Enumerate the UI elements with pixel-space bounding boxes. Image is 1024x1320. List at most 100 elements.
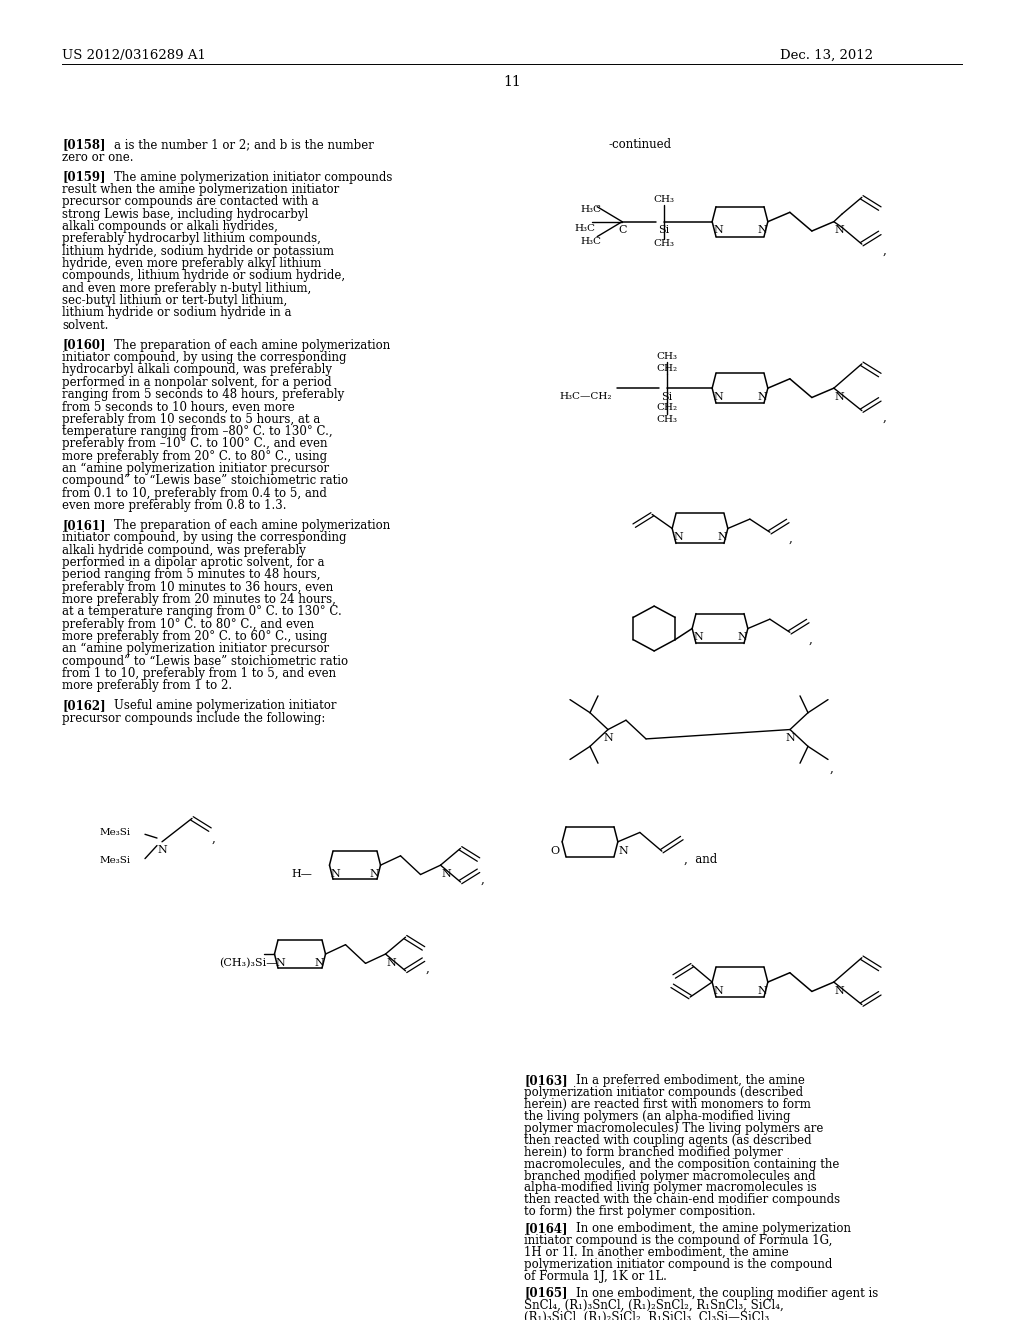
Text: performed in a dipolar aprotic solvent, for a: performed in a dipolar aprotic solvent, … — [62, 556, 325, 569]
Text: more preferably from 20° C. to 60° C., using: more preferably from 20° C. to 60° C., u… — [62, 630, 328, 643]
Text: more preferably from 20 minutes to 24 hours,: more preferably from 20 minutes to 24 ho… — [62, 593, 336, 606]
Text: N: N — [713, 392, 723, 401]
Text: N: N — [618, 846, 629, 855]
Text: an “amine polymerization initiator precursor: an “amine polymerization initiator precu… — [62, 643, 329, 655]
Text: N: N — [717, 532, 727, 543]
Text: alkali compounds or alkali hydrides,: alkali compounds or alkali hydrides, — [62, 220, 278, 234]
Text: from 5 seconds to 10 hours, even more: from 5 seconds to 10 hours, even more — [62, 400, 295, 413]
Text: branched modified polymer macromolecules and: branched modified polymer macromolecules… — [524, 1170, 816, 1183]
Text: sec-butyl lithium or tert-butyl lithium,: sec-butyl lithium or tert-butyl lithium, — [62, 294, 288, 308]
Text: In one embodiment, the amine polymerization: In one embodiment, the amine polymerizat… — [575, 1222, 851, 1236]
Text: then reacted with coupling agents (as described: then reacted with coupling agents (as de… — [524, 1134, 812, 1147]
Text: macromolecules, and the composition containing the: macromolecules, and the composition cont… — [524, 1158, 840, 1171]
Text: alkali hydride compound, was preferably: alkali hydride compound, was preferably — [62, 544, 306, 557]
Text: -continued: -continued — [608, 139, 672, 152]
Text: Si: Si — [662, 392, 673, 401]
Text: temperature ranging from –80° C. to 130° C.,: temperature ranging from –80° C. to 130°… — [62, 425, 333, 438]
Text: N: N — [157, 845, 167, 854]
Text: ,: , — [830, 762, 834, 775]
Text: ,: , — [788, 532, 793, 545]
Text: H₃C: H₃C — [581, 236, 601, 246]
Text: then reacted with the chain-end modifier compounds: then reacted with the chain-end modifier… — [524, 1193, 840, 1206]
Text: alpha-modified living polymer macromolecules is: alpha-modified living polymer macromolec… — [524, 1181, 817, 1195]
Text: initiator compound, by using the corresponding: initiator compound, by using the corresp… — [62, 531, 346, 544]
Text: N: N — [331, 869, 340, 879]
Text: N: N — [713, 226, 723, 235]
Text: strong Lewis base, including hydrocarbyl: strong Lewis base, including hydrocarbyl — [62, 207, 308, 220]
Text: ,  and: , and — [684, 853, 717, 866]
Text: even more preferably from 0.8 to 1.3.: even more preferably from 0.8 to 1.3. — [62, 499, 287, 512]
Text: N: N — [757, 226, 767, 235]
Text: C: C — [617, 226, 627, 235]
Text: H₃C—CH₂: H₃C—CH₂ — [560, 392, 612, 401]
Text: polymer macromolecules) The living polymers are: polymer macromolecules) The living polym… — [524, 1122, 823, 1135]
Text: N: N — [713, 986, 723, 995]
Text: compound” to “Lewis base” stoichiometric ratio: compound” to “Lewis base” stoichiometric… — [62, 474, 348, 487]
Text: N: N — [314, 958, 325, 968]
Text: preferably from –10° C. to 100° C., and even: preferably from –10° C. to 100° C., and … — [62, 437, 328, 450]
Text: 1H or 1I. In another embodiment, the amine: 1H or 1I. In another embodiment, the ami… — [524, 1246, 788, 1259]
Text: ,: , — [480, 873, 484, 886]
Text: Useful amine polymerization initiator: Useful amine polymerization initiator — [114, 700, 337, 713]
Text: In one embodiment, the coupling modifier agent is: In one embodiment, the coupling modifier… — [575, 1287, 879, 1300]
Text: H₃C: H₃C — [581, 205, 601, 214]
Text: ranging from 5 seconds to 48 hours, preferably: ranging from 5 seconds to 48 hours, pref… — [62, 388, 344, 401]
Text: period ranging from 5 minutes to 48 hours,: period ranging from 5 minutes to 48 hour… — [62, 569, 321, 581]
Text: SnCl₄, (R₁)₃SnCl, (R₁)₂SnCl₂, R₁SnCl₃, SiCl₄,: SnCl₄, (R₁)₃SnCl, (R₁)₂SnCl₂, R₁SnCl₃, S… — [524, 1299, 783, 1312]
Text: hydride, even more preferably alkyl lithium: hydride, even more preferably alkyl lith… — [62, 257, 322, 271]
Text: from 1 to 10, preferably from 1 to 5, and even: from 1 to 10, preferably from 1 to 5, an… — [62, 667, 336, 680]
Text: N: N — [835, 986, 845, 995]
Text: zero or one.: zero or one. — [62, 150, 133, 164]
Text: The preparation of each amine polymerization: The preparation of each amine polymeriza… — [114, 339, 390, 351]
Text: ,: , — [883, 411, 887, 424]
Text: polymerization initiator compound is the compound: polymerization initiator compound is the… — [524, 1258, 833, 1271]
Text: CH₃: CH₃ — [656, 352, 678, 362]
Text: solvent.: solvent. — [62, 318, 109, 331]
Text: Me₃Si: Me₃Si — [100, 828, 131, 837]
Text: [0159]: [0159] — [62, 170, 105, 183]
Text: ,: , — [212, 832, 216, 845]
Text: herein) are reacted first with monomers to form: herein) are reacted first with monomers … — [524, 1098, 811, 1110]
Text: [0163]: [0163] — [524, 1073, 567, 1086]
Text: more preferably from 1 to 2.: more preferably from 1 to 2. — [62, 680, 232, 693]
Text: N: N — [757, 986, 767, 995]
Text: In a preferred embodiment, the amine: In a preferred embodiment, the amine — [575, 1073, 805, 1086]
Text: N: N — [835, 392, 845, 401]
Text: CH₃: CH₃ — [656, 416, 678, 424]
Text: herein) to form branched modified polymer: herein) to form branched modified polyme… — [524, 1146, 783, 1159]
Text: N: N — [603, 734, 613, 743]
Text: performed in a nonpolar solvent, for a period: performed in a nonpolar solvent, for a p… — [62, 376, 332, 388]
Text: 11: 11 — [503, 75, 521, 88]
Text: CH₂: CH₂ — [656, 403, 678, 412]
Text: [0164]: [0164] — [524, 1222, 567, 1236]
Text: ,: , — [809, 632, 813, 645]
Text: of Formula 1J, 1K or 1L.: of Formula 1J, 1K or 1L. — [524, 1270, 667, 1283]
Text: N: N — [441, 869, 452, 879]
Text: initiator compound, by using the corresponding: initiator compound, by using the corresp… — [62, 351, 346, 364]
Text: The amine polymerization initiator compounds: The amine polymerization initiator compo… — [114, 170, 392, 183]
Text: from 0.1 to 10, preferably from 0.4 to 5, and: from 0.1 to 10, preferably from 0.4 to 5… — [62, 487, 327, 500]
Text: ,: , — [426, 961, 429, 974]
Text: N: N — [275, 958, 286, 968]
Text: preferably hydrocarbyl lithium compounds,: preferably hydrocarbyl lithium compounds… — [62, 232, 321, 246]
Text: CH₃: CH₃ — [653, 239, 675, 248]
Text: Si: Si — [658, 226, 670, 235]
Text: [0161]: [0161] — [62, 519, 105, 532]
Text: hydrocarbyl alkali compound, was preferably: hydrocarbyl alkali compound, was prefera… — [62, 363, 332, 376]
Text: polymerization initiator compounds (described: polymerization initiator compounds (desc… — [524, 1086, 803, 1098]
Text: O: O — [550, 846, 559, 855]
Text: compounds, lithium hydride or sodium hydride,: compounds, lithium hydride or sodium hyd… — [62, 269, 345, 282]
Text: H₃C: H₃C — [574, 224, 595, 234]
Text: Dec. 13, 2012: Dec. 13, 2012 — [780, 49, 873, 62]
Text: CH₃: CH₃ — [653, 195, 675, 203]
Text: a is the number 1 or 2; and b is the number: a is the number 1 or 2; and b is the num… — [114, 139, 374, 152]
Text: N: N — [693, 632, 702, 643]
Text: N: N — [835, 226, 845, 235]
Text: N: N — [673, 532, 683, 543]
Text: at a temperature ranging from 0° C. to 130° C.: at a temperature ranging from 0° C. to 1… — [62, 606, 342, 618]
Text: (CH₃)₃Si—: (CH₃)₃Si— — [219, 958, 278, 968]
Text: initiator compound is the compound of Formula 1G,: initiator compound is the compound of Fo… — [524, 1234, 833, 1247]
Text: US 2012/0316289 A1: US 2012/0316289 A1 — [62, 49, 206, 62]
Text: precursor compounds are contacted with a: precursor compounds are contacted with a — [62, 195, 318, 209]
Text: H—: H— — [291, 869, 312, 879]
